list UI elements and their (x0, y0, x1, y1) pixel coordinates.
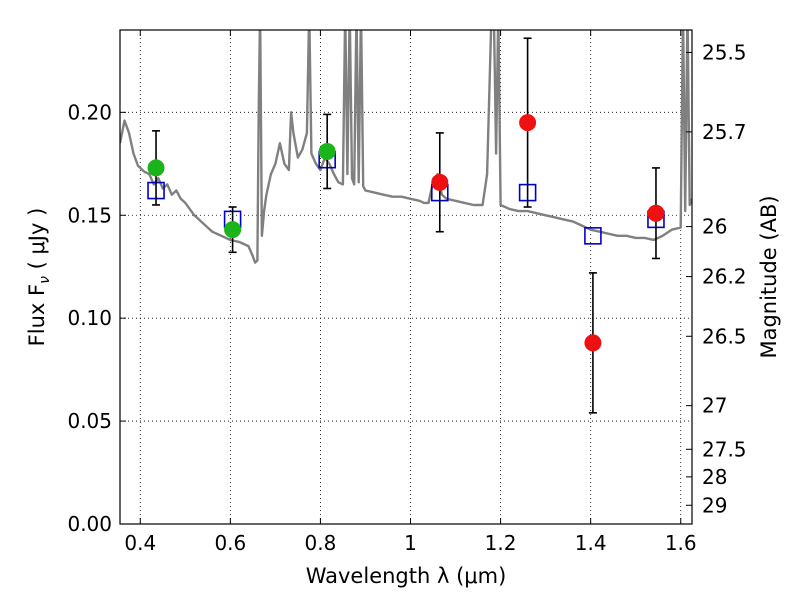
x-tick-label: 1 (404, 531, 417, 555)
x-tick-label: 0.6 (214, 531, 246, 555)
right-tick-label: 26.5 (702, 324, 747, 348)
right-tick-label: 29 (702, 493, 727, 517)
y-tick-label: 0.20 (67, 100, 112, 124)
x-tick-label: 0.4 (124, 531, 156, 555)
right-tick-label: 28 (702, 465, 727, 489)
plot-frame (119, 29, 693, 525)
right-tick-label: 26 (702, 215, 727, 239)
y-axis-label-main: Flux F (25, 284, 49, 346)
template-spectrum-line (120, 30, 692, 264)
plot-area (120, 30, 692, 414)
right-tick-label: 26.2 (702, 265, 747, 289)
observed-flux-point (318, 142, 336, 160)
x-axis-label: Wavelength λ (μm) (306, 564, 507, 588)
x-tick-label: 1.6 (665, 531, 697, 555)
observed-flux-point (147, 159, 165, 177)
x-tick-label: 0.8 (305, 531, 337, 555)
observed-flux-point (584, 334, 602, 352)
y-axis-label-sub: ν (37, 276, 53, 284)
y-tick-label: 0.10 (67, 306, 112, 330)
right-axis-label: Magnitude (AB) (757, 195, 781, 358)
y-axis-label-unit: ( μJy ) (25, 208, 49, 276)
observed-flux-point (519, 114, 537, 132)
ticks: 0.4 0.6 0.8 1 1.2 1.4 1.6 0.00 0.05 0.10 0.15 0.20 2… (67, 30, 747, 555)
observed-flux-point (431, 173, 449, 191)
model-flux-square (584, 227, 602, 245)
grid (120, 30, 692, 525)
y-axis-label: Flux Fν ( μJy ) (25, 208, 53, 347)
y-tick-label: 0.15 (67, 203, 112, 227)
right-tick-label: 25.5 (702, 40, 747, 64)
right-tick-label: 27 (702, 394, 727, 418)
right-tick-label: 25.7 (702, 120, 747, 144)
x-tick-label: 1.4 (575, 531, 607, 555)
y-tick-label: 0.00 (67, 512, 112, 536)
x-tick-label: 1.2 (485, 531, 517, 555)
right-tick-label: 27.5 (702, 437, 747, 461)
y-tick-label: 0.05 (67, 409, 112, 433)
observed-flux-point (647, 204, 665, 222)
observed-flux-point (224, 221, 242, 239)
